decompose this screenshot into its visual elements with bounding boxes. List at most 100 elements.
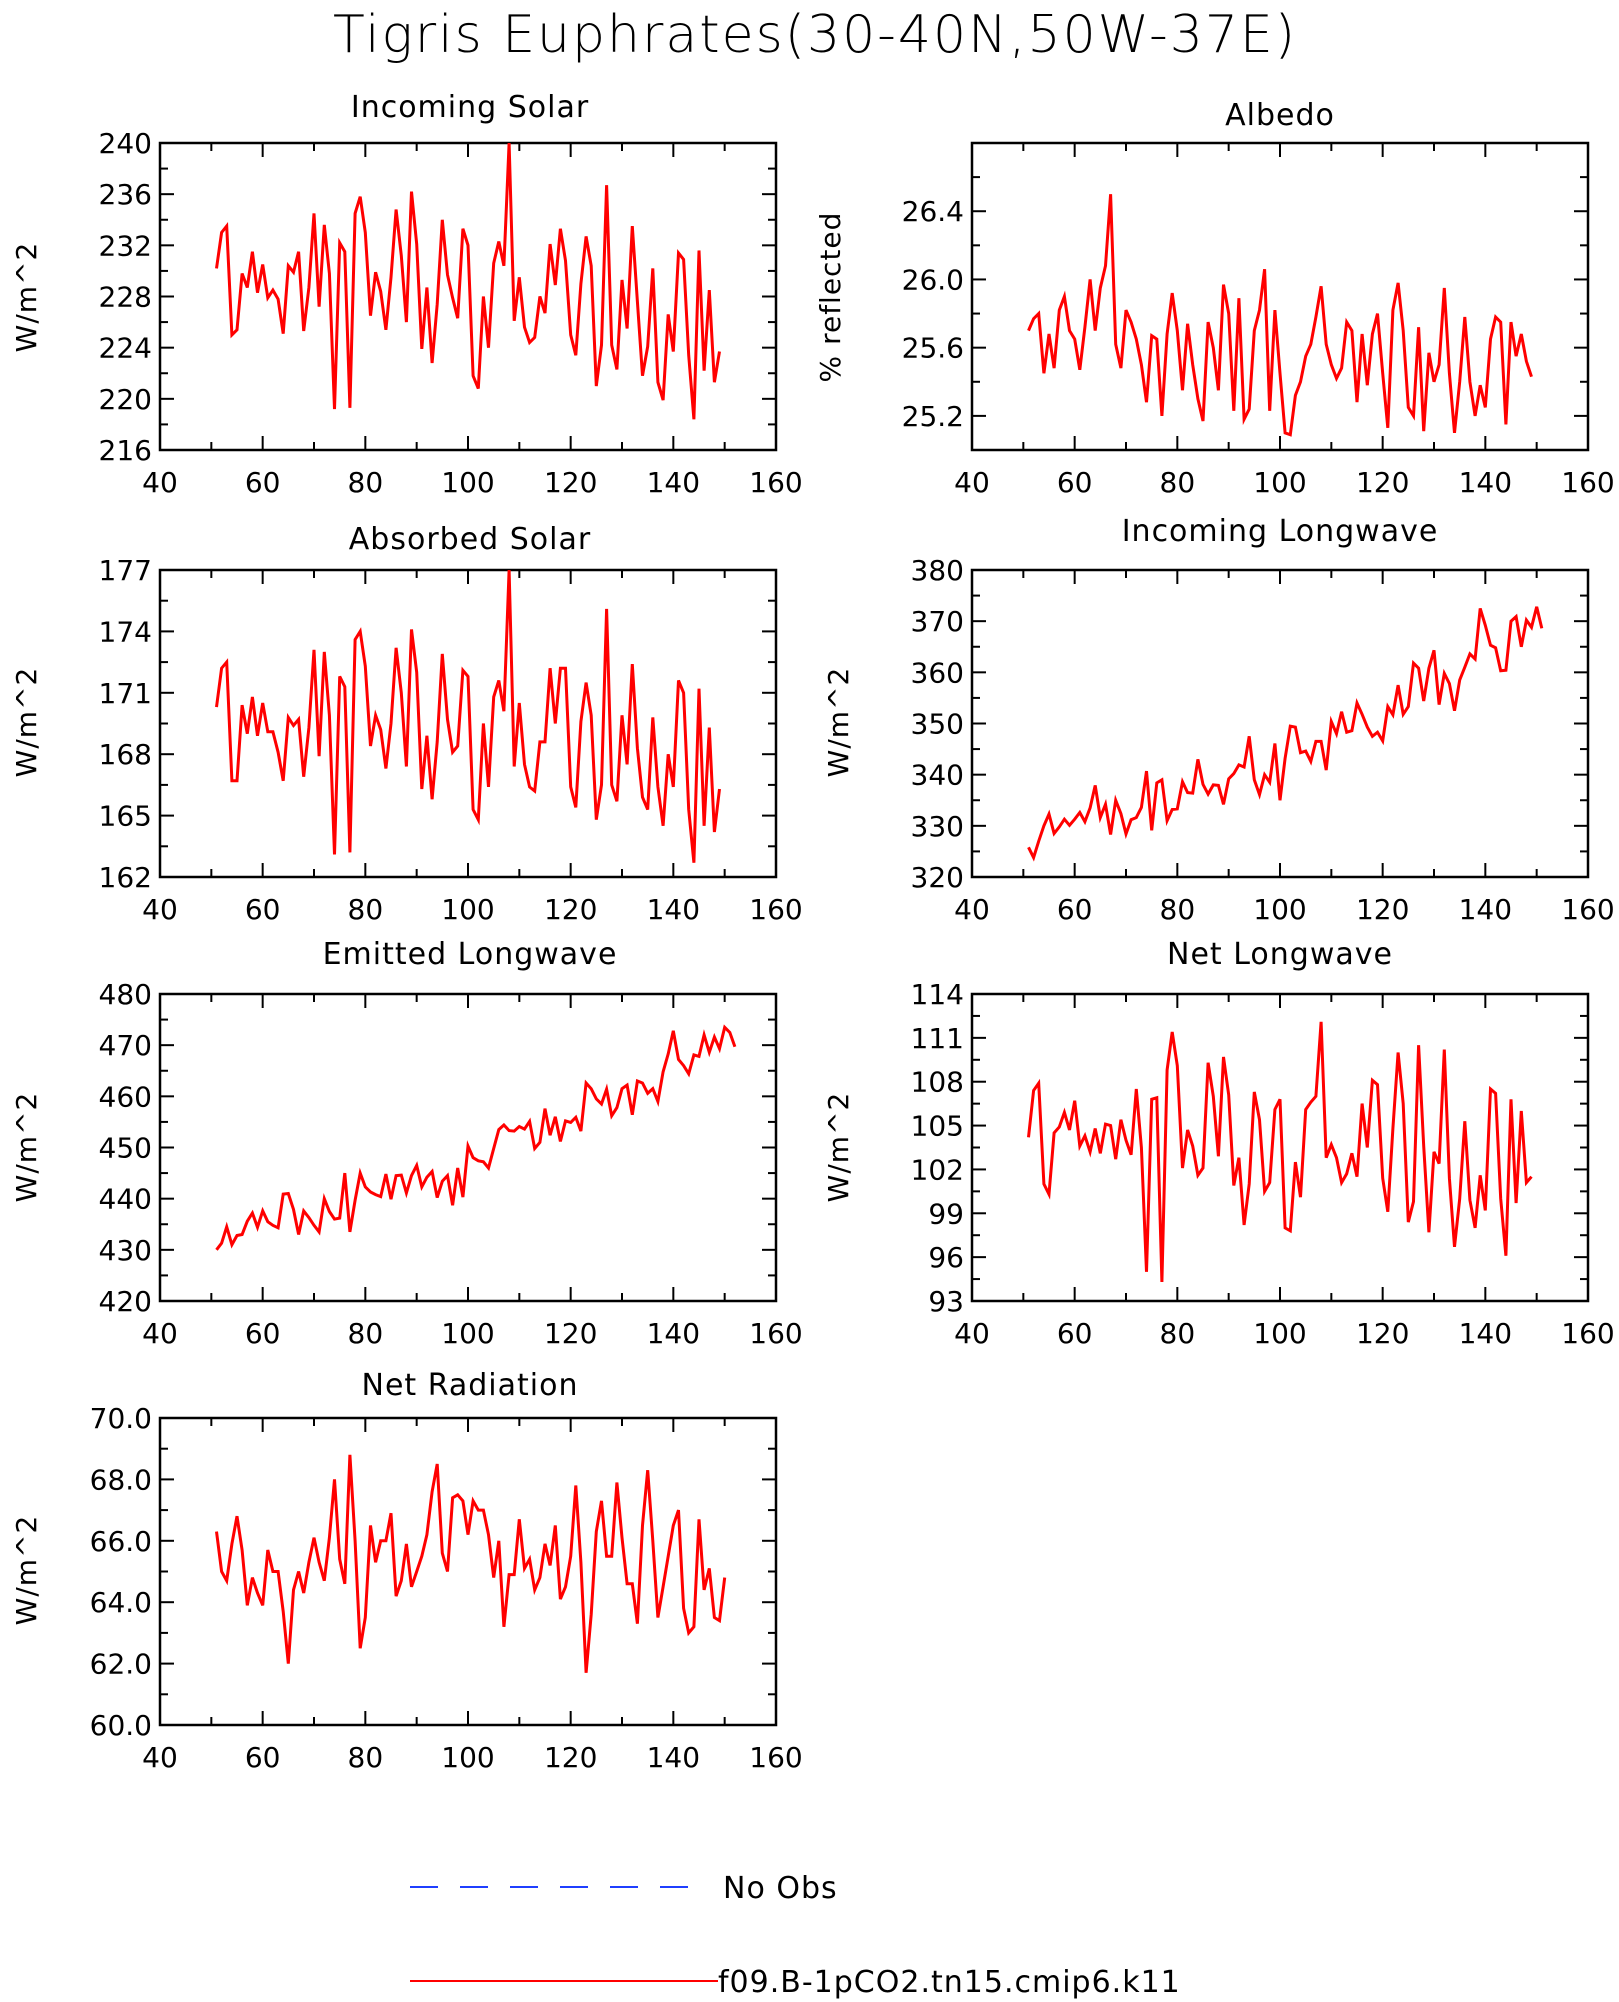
- panel-title-albedo: Albedo: [1225, 98, 1335, 133]
- x-tick-label: 100: [441, 1317, 494, 1350]
- y-tick-label: 165: [99, 800, 152, 833]
- x-tick-label: 60: [245, 1317, 281, 1350]
- y-tick-label: 105: [911, 1110, 964, 1143]
- y-tick-label: 26.0: [902, 263, 964, 296]
- y-axis-label-net-longwave: W/m^2: [822, 1092, 855, 1203]
- y-tick-label: 340: [911, 759, 964, 792]
- plot-frame-net-longwave: [970, 992, 1590, 1303]
- y-tick-label: 174: [99, 615, 152, 648]
- y-tick-label: 216: [99, 434, 152, 467]
- y-tick-label: 177: [99, 554, 152, 587]
- y-tick-label: 66.0: [90, 1525, 152, 1558]
- panel-incoming-longwave: Incoming Longwave W/m^2 40 60 80 100 120 140 1…: [822, 514, 1615, 926]
- y-tick-label: 350: [911, 708, 964, 741]
- y-tick-label: 64.0: [90, 1586, 152, 1619]
- y-axis-label-incoming-longwave: W/m^2: [822, 667, 855, 778]
- x-tick-label: 80: [348, 893, 384, 926]
- x-tick-label: 60: [245, 893, 281, 926]
- y-tick-label: 430: [99, 1234, 152, 1267]
- panel-title-incoming-solar: Incoming Solar: [351, 90, 589, 125]
- y-axis-label-net-radiation: W/m^2: [10, 1515, 43, 1626]
- y-tick-label: 168: [99, 738, 152, 771]
- figure-title: Tigris Euphrates(30-40N,50W-37E): [333, 5, 1297, 65]
- y-tick-label: 236: [99, 178, 152, 211]
- panel-title-absorbed-solar: Absorbed Solar: [349, 522, 591, 557]
- x-tick-label: 120: [544, 1741, 597, 1774]
- panel-net-longwave: Net Longwave W/m^2 40 60 80 100 120 140 160 93 9…: [822, 937, 1615, 1350]
- y-tick-label: 99: [928, 1197, 964, 1230]
- y-tick-label: 68.0: [90, 1463, 152, 1496]
- y-tick-label: 450: [99, 1132, 152, 1165]
- y-tick-label: 470: [99, 1029, 152, 1062]
- x-tick-label: 40: [142, 1317, 178, 1350]
- panel-absorbed-solar: Absorbed Solar W/m^2 40 60 80 100 120 140 160 1…: [10, 522, 803, 926]
- panel-albedo: Albedo % reflected 40 60 80 100 120 140 160 25.…: [814, 98, 1615, 499]
- legend-label-no-obs: No Obs: [723, 1871, 838, 1906]
- y-tick-label: 228: [99, 281, 152, 314]
- plot-frame-net-radiation: [158, 1416, 778, 1727]
- y-tick-label: 96: [928, 1241, 964, 1274]
- x-tick-label: 40: [142, 893, 178, 926]
- x-tick-label: 120: [544, 893, 597, 926]
- x-tick-label: 140: [1459, 1317, 1512, 1350]
- x-tick-label: 80: [348, 1741, 384, 1774]
- x-tick-label: 40: [954, 893, 990, 926]
- y-axis-label-absorbed-solar: W/m^2: [10, 667, 43, 778]
- series-line-absorbed-solar: [215, 569, 721, 863]
- x-tick-label: 100: [1253, 1317, 1306, 1350]
- x-tick-label: 80: [348, 1317, 384, 1350]
- y-tick-label: 232: [99, 229, 152, 262]
- y-tick-label: 480: [99, 978, 152, 1011]
- panel-title-emitted-longwave: Emitted Longwave: [323, 937, 618, 972]
- x-tick-label: 140: [1459, 893, 1512, 926]
- x-tick-label: 140: [647, 893, 700, 926]
- y-tick-label: 102: [911, 1153, 964, 1186]
- panel-title-incoming-longwave: Incoming Longwave: [1122, 514, 1439, 549]
- y-tick-label: 380: [911, 554, 964, 587]
- panel-emitted-longwave: Emitted Longwave W/m^2 40 60 80 100 120 140 16…: [10, 937, 803, 1350]
- panel-incoming-solar: Incoming Solar W/m^2 40 60 80 100 120 140 160 2…: [10, 90, 803, 499]
- x-tick-label: 140: [647, 466, 700, 499]
- panel-title-net-radiation: Net Radiation: [362, 1368, 579, 1403]
- series-line-incoming-solar: [215, 142, 721, 420]
- series-line-incoming-longwave: [1027, 606, 1544, 862]
- panel-title-net-longwave: Net Longwave: [1167, 937, 1393, 972]
- y-tick-label: 320: [911, 861, 964, 894]
- x-tick-label: 80: [348, 466, 384, 499]
- x-tick-label: 80: [1160, 1317, 1196, 1350]
- x-tick-label: 160: [749, 893, 802, 926]
- y-tick-label: 330: [911, 810, 964, 843]
- y-tick-label: 70.0: [90, 1402, 152, 1435]
- x-tick-label: 80: [1160, 466, 1196, 499]
- series-line-emitted-longwave: [215, 1024, 737, 1251]
- y-tick-label: 114: [911, 978, 964, 1011]
- x-tick-label: 140: [1459, 466, 1512, 499]
- x-tick-label: 140: [647, 1317, 700, 1350]
- y-tick-label: 171: [99, 677, 152, 710]
- panel-net-radiation: Net Radiation W/m^2 40 60 80 100 120 140 160 60…: [10, 1368, 803, 1774]
- x-tick-label: 60: [1057, 1317, 1093, 1350]
- x-tick-label: 120: [1356, 893, 1409, 926]
- x-tick-label: 120: [544, 466, 597, 499]
- y-tick-label: 440: [99, 1183, 152, 1216]
- x-tick-label: 60: [245, 1741, 281, 1774]
- x-tick-label: 120: [1356, 466, 1409, 499]
- x-tick-label: 60: [1057, 893, 1093, 926]
- series-line-albedo: [1027, 194, 1533, 437]
- x-tick-label: 100: [1253, 893, 1306, 926]
- legend: No Obs f09.B-1pCO2.tn15.cmip6.k11: [410, 1871, 1180, 2000]
- y-tick-label: 25.2: [902, 400, 964, 433]
- y-tick-label: 360: [911, 656, 964, 689]
- y-axis-label-albedo: % reflected: [814, 212, 847, 383]
- y-tick-label: 220: [99, 383, 152, 416]
- x-tick-label: 40: [142, 1741, 178, 1774]
- x-tick-label: 60: [1057, 466, 1093, 499]
- y-axis-label-incoming-solar: W/m^2: [10, 242, 43, 353]
- y-tick-label: 240: [99, 127, 152, 160]
- x-tick-label: 40: [142, 466, 178, 499]
- y-tick-label: 111: [911, 1022, 964, 1055]
- y-tick-label: 60.0: [90, 1709, 152, 1742]
- x-tick-label: 160: [749, 1741, 802, 1774]
- series-line-net-radiation: [215, 1454, 727, 1673]
